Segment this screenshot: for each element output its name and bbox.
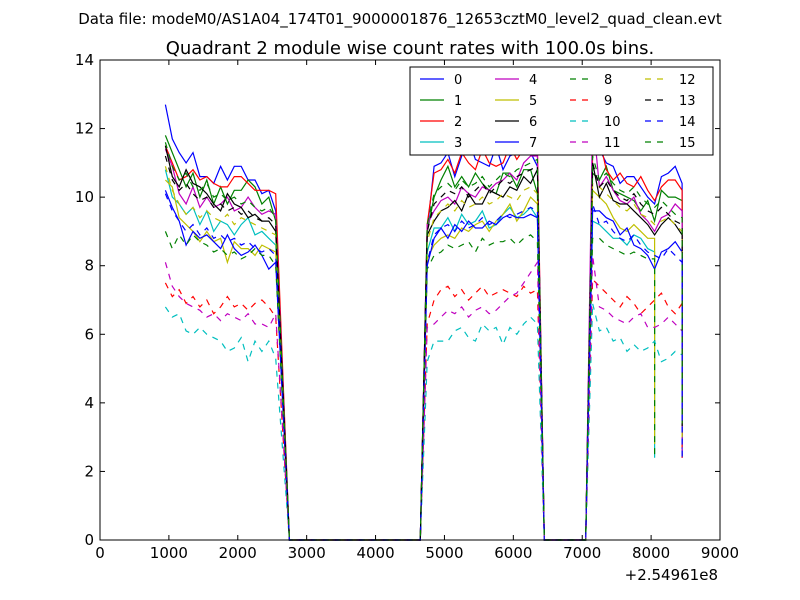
series-line-11: [164, 255, 683, 541]
y-tick-label: 8: [84, 257, 94, 275]
y-tick-label: 4: [84, 394, 94, 412]
axis-ticks: 0 1000 2000 3000 4000 5000 6000 7000 8000 9000 0 2 4…: [75, 51, 739, 562]
x-tick-label: 7000: [563, 544, 601, 562]
y-tick-label: 0: [84, 531, 94, 549]
legend-label-12: 12: [679, 73, 696, 88]
legend-label-13: 13: [679, 94, 696, 109]
data-file-suptitle: Data file: modeM0/AS1A04_174T01_90000018…: [78, 10, 722, 29]
chart-title: Quadrant 2 module wise count rates with …: [166, 38, 655, 59]
legend-box: [409, 66, 714, 156]
x-tick-label: 8000: [632, 544, 670, 562]
series-line-5: [164, 179, 656, 541]
x-tick-label: 0: [95, 544, 105, 562]
series-line-12: [164, 166, 683, 541]
plot-area-border: [99, 59, 721, 541]
y-tick-label: 12: [75, 120, 94, 138]
legend-label-3: 3: [454, 136, 462, 151]
legend-label-1: 1: [454, 94, 462, 109]
legend-label-8: 8: [604, 73, 612, 88]
series-line-13: [164, 155, 683, 541]
series-line-14: [164, 193, 683, 541]
series-line-15: [164, 142, 683, 541]
x-tick-label: 1000: [150, 544, 188, 562]
legend-label-2: 2: [454, 115, 462, 130]
legend-label-6: 6: [529, 115, 537, 130]
legend-label-15: 15: [679, 136, 696, 151]
x-offset-label: +2.54961e8: [625, 566, 718, 584]
legend-label-0: 0: [454, 73, 462, 88]
y-tick-label: 10: [75, 188, 94, 206]
y-tick-label: 6: [84, 325, 94, 343]
series-line-2: [164, 130, 683, 541]
x-tick-label: 5000: [425, 544, 463, 562]
series-line-0: [164, 104, 683, 541]
series-line-8: [164, 231, 656, 541]
x-tick-label: 9000: [701, 544, 739, 562]
x-tick-label: 4000: [356, 544, 394, 562]
legend-label-10: 10: [604, 115, 621, 130]
axes-frame: [99, 59, 721, 541]
legend-label-4: 4: [529, 73, 537, 88]
x-tick-label: 3000: [288, 544, 326, 562]
legend-label-7: 7: [529, 136, 537, 151]
x-tick-label: 2000: [219, 544, 257, 562]
legend-label-14: 14: [679, 115, 696, 130]
plot-lines: [164, 104, 683, 541]
series-line-10: [164, 303, 683, 541]
y-tick-label: 2: [84, 462, 94, 480]
legend-label-5: 5: [529, 94, 537, 109]
series-line-6: [164, 145, 683, 541]
series-line-9: [164, 277, 683, 541]
legend-label-11: 11: [604, 136, 621, 151]
x-tick-label: 6000: [494, 544, 532, 562]
legend-label-9: 9: [604, 94, 612, 109]
y-tick-label: 14: [75, 51, 94, 69]
